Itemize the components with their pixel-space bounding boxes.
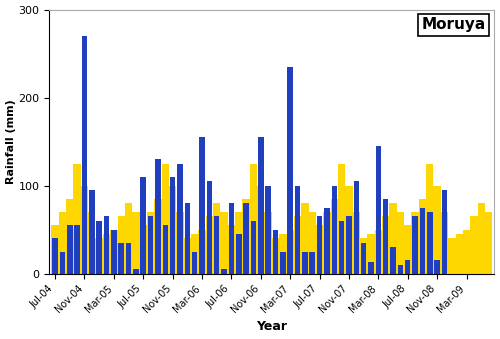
Bar xyxy=(258,137,264,274)
Bar xyxy=(376,146,381,274)
Bar xyxy=(236,234,242,274)
Bar xyxy=(398,265,403,274)
Bar xyxy=(74,225,80,274)
Bar xyxy=(206,181,212,274)
Bar xyxy=(82,36,87,274)
Bar xyxy=(420,207,425,274)
Bar xyxy=(118,243,124,274)
Text: Moruya: Moruya xyxy=(422,18,486,33)
Bar xyxy=(60,252,65,274)
Polygon shape xyxy=(52,164,492,274)
Bar xyxy=(104,216,109,274)
Bar xyxy=(390,247,396,274)
Bar xyxy=(250,221,256,274)
Bar xyxy=(288,67,293,274)
Bar xyxy=(332,185,337,274)
Bar xyxy=(111,230,116,274)
Bar xyxy=(89,190,94,274)
Bar xyxy=(184,203,190,274)
Bar xyxy=(170,177,175,274)
Bar xyxy=(200,137,205,274)
Bar xyxy=(126,243,132,274)
Bar xyxy=(148,216,154,274)
Bar xyxy=(214,216,220,274)
X-axis label: Year: Year xyxy=(256,320,288,334)
Bar xyxy=(383,199,388,274)
Bar xyxy=(339,221,344,274)
Bar xyxy=(244,203,249,274)
Bar xyxy=(310,252,315,274)
Bar xyxy=(96,221,102,274)
Bar xyxy=(272,230,278,274)
Bar xyxy=(361,243,366,274)
Bar xyxy=(346,216,352,274)
Bar xyxy=(368,262,374,274)
Bar xyxy=(434,260,440,274)
Bar xyxy=(317,216,322,274)
Bar xyxy=(192,252,198,274)
Bar xyxy=(228,203,234,274)
Bar xyxy=(162,225,168,274)
Bar xyxy=(295,185,300,274)
Bar xyxy=(133,269,138,274)
Bar xyxy=(324,207,330,274)
Bar xyxy=(52,238,58,274)
Bar xyxy=(177,164,182,274)
Bar xyxy=(412,216,418,274)
Bar xyxy=(140,177,146,274)
Bar xyxy=(405,260,410,274)
Bar xyxy=(155,159,160,274)
Bar xyxy=(442,190,447,274)
Bar xyxy=(266,185,271,274)
Bar xyxy=(67,225,72,274)
Bar xyxy=(222,269,227,274)
Bar xyxy=(427,212,432,274)
Y-axis label: Rainfall (mm): Rainfall (mm) xyxy=(6,99,16,184)
Bar xyxy=(280,252,285,274)
Bar xyxy=(354,181,359,274)
Bar xyxy=(302,252,308,274)
